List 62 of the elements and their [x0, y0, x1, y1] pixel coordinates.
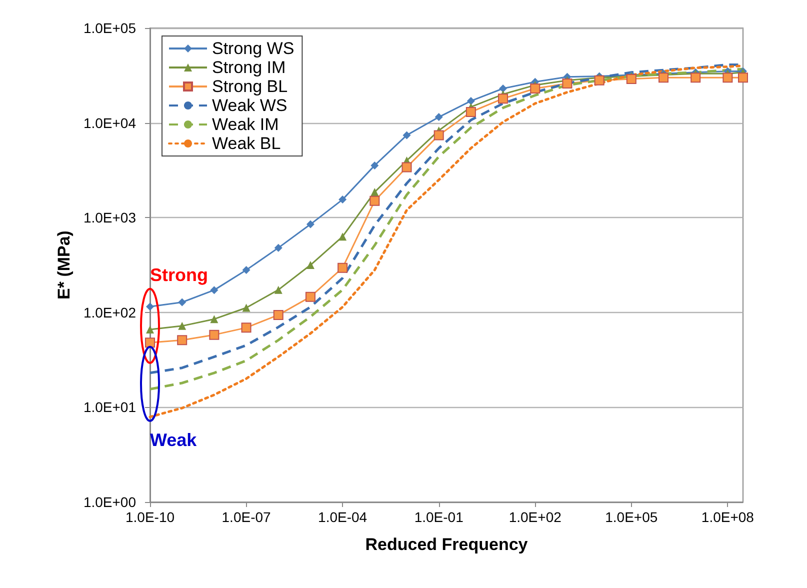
- point: [722, 72, 733, 83]
- point: [273, 310, 284, 320]
- y-tick-label: 1.0E+04: [83, 114, 136, 131]
- y-tick-label: 1.0E+01: [83, 399, 136, 416]
- point: [466, 107, 476, 117]
- x-tick-label: 1.0E-10: [125, 509, 175, 525]
- x-tick-label: 1.0E+05: [605, 509, 658, 525]
- point: [434, 130, 444, 140]
- point: [338, 232, 347, 241]
- point: [370, 161, 379, 170]
- point: [209, 330, 220, 340]
- point: [402, 131, 411, 140]
- legend-label: Weak BL: [212, 134, 281, 153]
- point: [499, 84, 508, 93]
- point: [306, 261, 314, 270]
- x-tick-label: 1.0E-01: [414, 509, 464, 525]
- legend-label: Strong IM: [212, 58, 286, 77]
- point: [402, 162, 412, 172]
- x-tick-label: 1.0E+08: [701, 509, 754, 525]
- point: [177, 335, 188, 346]
- point: [626, 74, 636, 84]
- point: [145, 338, 155, 348]
- point: [690, 72, 701, 83]
- x-axis-title: Reduced Frequency: [365, 535, 528, 554]
- point: [658, 72, 668, 83]
- point: [146, 302, 154, 311]
- point: [498, 94, 508, 104]
- point: [466, 96, 475, 105]
- legend-label: Weak IM: [212, 115, 279, 134]
- point: [306, 220, 314, 228]
- legend-label: Weak WS: [212, 96, 288, 115]
- point: [274, 244, 282, 252]
- point: [210, 315, 218, 324]
- point: [370, 188, 379, 196]
- y-tick-label: 1.0E+03: [83, 210, 136, 226]
- point: [178, 298, 186, 306]
- point: [338, 262, 348, 273]
- point: [305, 292, 316, 302]
- y-tick-label: 1.0E+02: [83, 304, 136, 320]
- y-tick-label: 1.0E+05: [83, 20, 136, 36]
- point: [594, 75, 604, 86]
- point: [242, 266, 250, 274]
- x-tick-label: 1.0E-04: [318, 509, 368, 525]
- point: [178, 322, 186, 330]
- annotation: Weak: [150, 430, 198, 450]
- x-tick-label: 1.0E+02: [508, 509, 562, 525]
- point: [241, 322, 252, 333]
- point: [530, 84, 540, 94]
- point: [562, 78, 572, 88]
- point: [370, 196, 380, 206]
- point: [210, 286, 218, 294]
- legend-label: Strong WS: [212, 39, 294, 58]
- point: [242, 304, 250, 312]
- annotation: Strong: [150, 264, 208, 285]
- point: [434, 113, 443, 122]
- point: [338, 196, 347, 204]
- legend-label: Strong BL: [212, 77, 288, 96]
- point: [146, 326, 154, 334]
- y-tick-label: 1.0E+00: [83, 494, 136, 510]
- x-tick-label: 1.0E-07: [222, 509, 272, 525]
- point: [274, 286, 282, 294]
- y-axis-title: E* (MPa): [54, 230, 74, 300]
